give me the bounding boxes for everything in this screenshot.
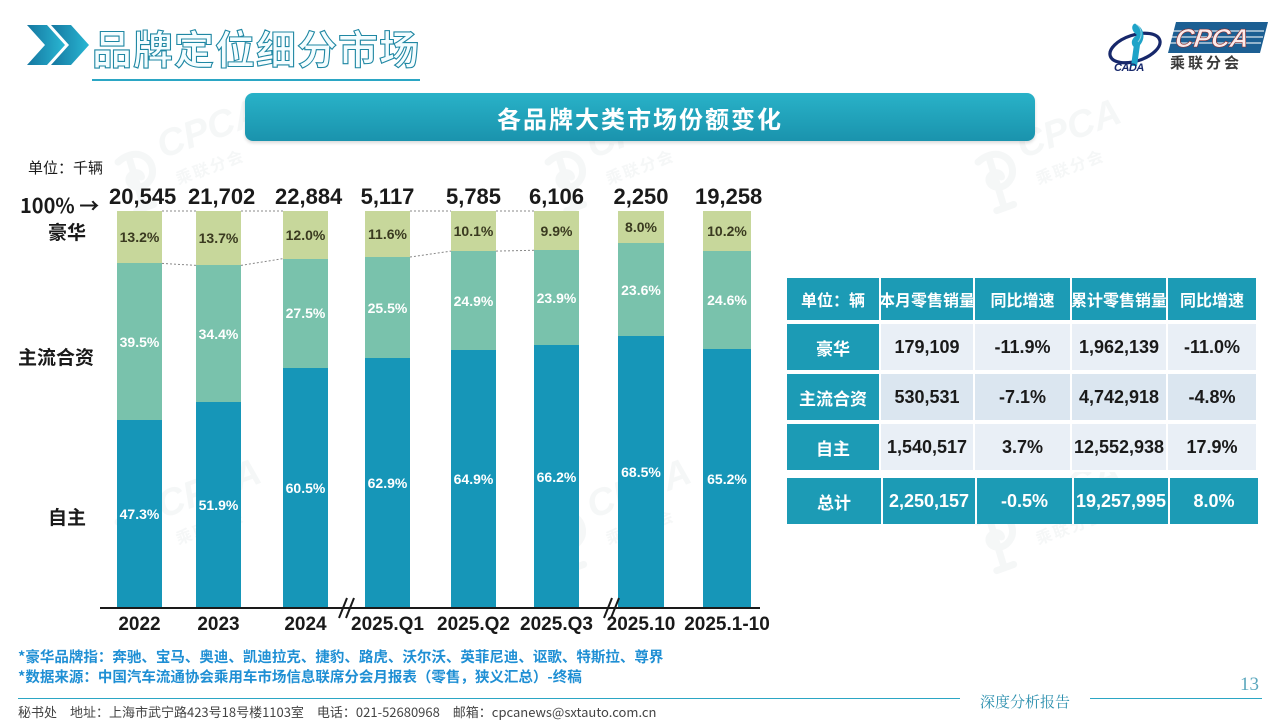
svg-text:CPCA: CPCA: [1173, 23, 1251, 53]
svg-text:CADA: CADA: [1114, 62, 1144, 73]
svg-text:乘联分会: 乘联分会: [1170, 52, 1242, 72]
